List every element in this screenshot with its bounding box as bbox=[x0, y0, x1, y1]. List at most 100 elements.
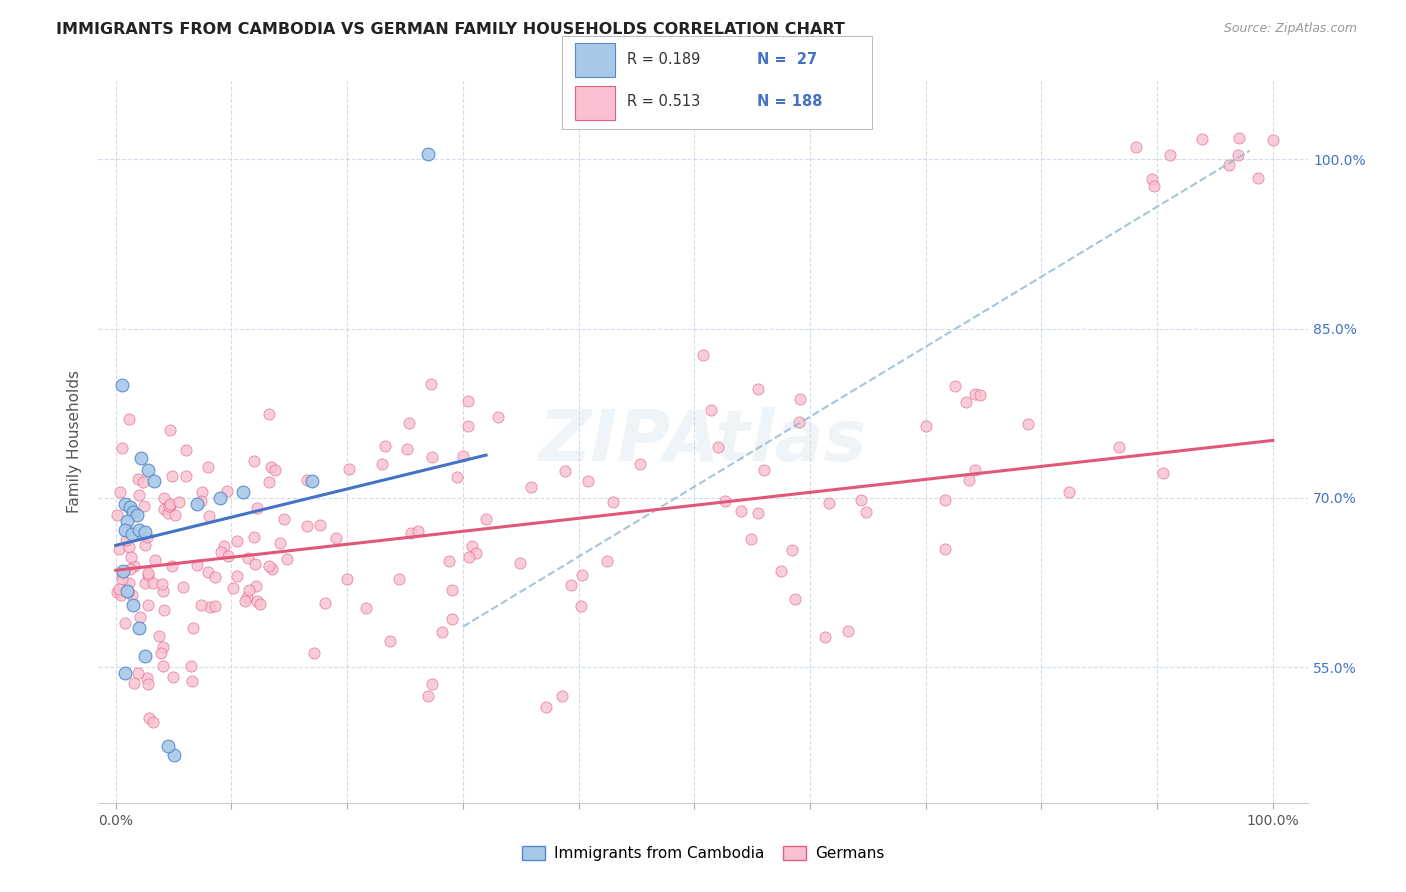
Point bbox=[855, 505, 877, 519]
Point bbox=[198, 508, 221, 523]
Point bbox=[136, 599, 159, 613]
Point bbox=[242, 453, 264, 467]
Point bbox=[451, 449, 474, 463]
Point bbox=[398, 416, 420, 430]
Point bbox=[395, 442, 418, 456]
Point bbox=[159, 497, 181, 511]
Point bbox=[576, 474, 599, 488]
Point bbox=[238, 582, 260, 597]
Text: N =  27: N = 27 bbox=[758, 52, 817, 67]
Point bbox=[118, 575, 141, 590]
Point bbox=[118, 540, 141, 554]
Point bbox=[169, 495, 191, 509]
Point bbox=[181, 673, 204, 688]
Point bbox=[441, 582, 464, 597]
Point bbox=[149, 646, 172, 660]
Point bbox=[374, 439, 396, 453]
Point bbox=[160, 469, 183, 483]
Point bbox=[934, 493, 956, 508]
Text: R = 0.189: R = 0.189 bbox=[627, 52, 700, 67]
Point bbox=[1125, 139, 1147, 153]
Point bbox=[457, 418, 479, 433]
Point bbox=[418, 689, 440, 703]
Point bbox=[943, 379, 966, 393]
Point bbox=[388, 572, 411, 586]
Point bbox=[420, 677, 443, 691]
Point bbox=[208, 491, 231, 505]
Point bbox=[707, 440, 730, 454]
Point bbox=[135, 530, 157, 544]
Point bbox=[191, 485, 214, 500]
Point bbox=[554, 464, 576, 478]
Point bbox=[399, 525, 422, 540]
Point bbox=[138, 711, 160, 725]
Point bbox=[457, 393, 479, 408]
Point bbox=[225, 533, 247, 548]
Point bbox=[714, 494, 737, 508]
Point bbox=[135, 672, 157, 686]
Point bbox=[134, 524, 156, 539]
Point bbox=[789, 392, 811, 406]
Point bbox=[236, 590, 259, 604]
Point bbox=[474, 512, 496, 526]
Point bbox=[1159, 148, 1181, 162]
Point bbox=[121, 527, 143, 541]
Bar bbox=[575, 43, 614, 77]
Point bbox=[125, 508, 148, 522]
Bar bbox=[575, 87, 614, 120]
Point bbox=[117, 514, 139, 528]
Legend: Immigrants from Cambodia, Germans: Immigrants from Cambodia, Germans bbox=[516, 840, 890, 867]
Point bbox=[153, 602, 176, 616]
Point bbox=[197, 459, 219, 474]
Point bbox=[243, 530, 266, 544]
Point bbox=[217, 483, 239, 498]
Point bbox=[165, 508, 187, 522]
Point bbox=[273, 511, 295, 525]
Point bbox=[465, 547, 488, 561]
Point bbox=[406, 524, 429, 538]
Point bbox=[134, 648, 156, 663]
Text: IMMIGRANTS FROM CAMBODIA VS GERMAN FAMILY HOUSEHOLDS CORRELATION CHART: IMMIGRANTS FROM CAMBODIA VS GERMAN FAMIL… bbox=[56, 22, 845, 37]
Point bbox=[354, 600, 377, 615]
Point bbox=[259, 475, 281, 489]
Point bbox=[301, 474, 323, 488]
Point bbox=[314, 596, 336, 610]
Point bbox=[190, 598, 212, 612]
Point bbox=[245, 579, 267, 593]
Point bbox=[336, 572, 359, 586]
Point bbox=[159, 499, 181, 513]
Point bbox=[162, 748, 184, 763]
Point bbox=[246, 594, 269, 608]
Point bbox=[115, 533, 138, 547]
Point bbox=[232, 485, 254, 500]
Point bbox=[692, 348, 714, 362]
Point bbox=[1246, 171, 1268, 186]
Point bbox=[127, 472, 149, 486]
Point bbox=[136, 566, 159, 580]
Point bbox=[134, 575, 156, 590]
Point bbox=[378, 634, 401, 648]
Point bbox=[122, 504, 145, 518]
Point bbox=[1140, 171, 1163, 186]
Point bbox=[441, 612, 464, 626]
Point bbox=[461, 539, 484, 553]
Point bbox=[197, 566, 219, 580]
Point bbox=[969, 388, 991, 402]
Point bbox=[1152, 466, 1174, 480]
Point bbox=[107, 541, 129, 556]
Point bbox=[747, 382, 769, 396]
Text: N = 188: N = 188 bbox=[758, 95, 823, 109]
Point bbox=[128, 488, 150, 502]
Point bbox=[114, 665, 136, 680]
Point bbox=[730, 504, 752, 518]
Point bbox=[309, 518, 332, 533]
Point bbox=[1227, 130, 1250, 145]
Point bbox=[204, 570, 226, 584]
Point bbox=[153, 502, 176, 516]
Point bbox=[105, 584, 128, 599]
Point bbox=[700, 402, 723, 417]
Point bbox=[190, 494, 212, 508]
Point bbox=[955, 395, 977, 409]
Point bbox=[180, 658, 202, 673]
Point bbox=[122, 559, 145, 574]
